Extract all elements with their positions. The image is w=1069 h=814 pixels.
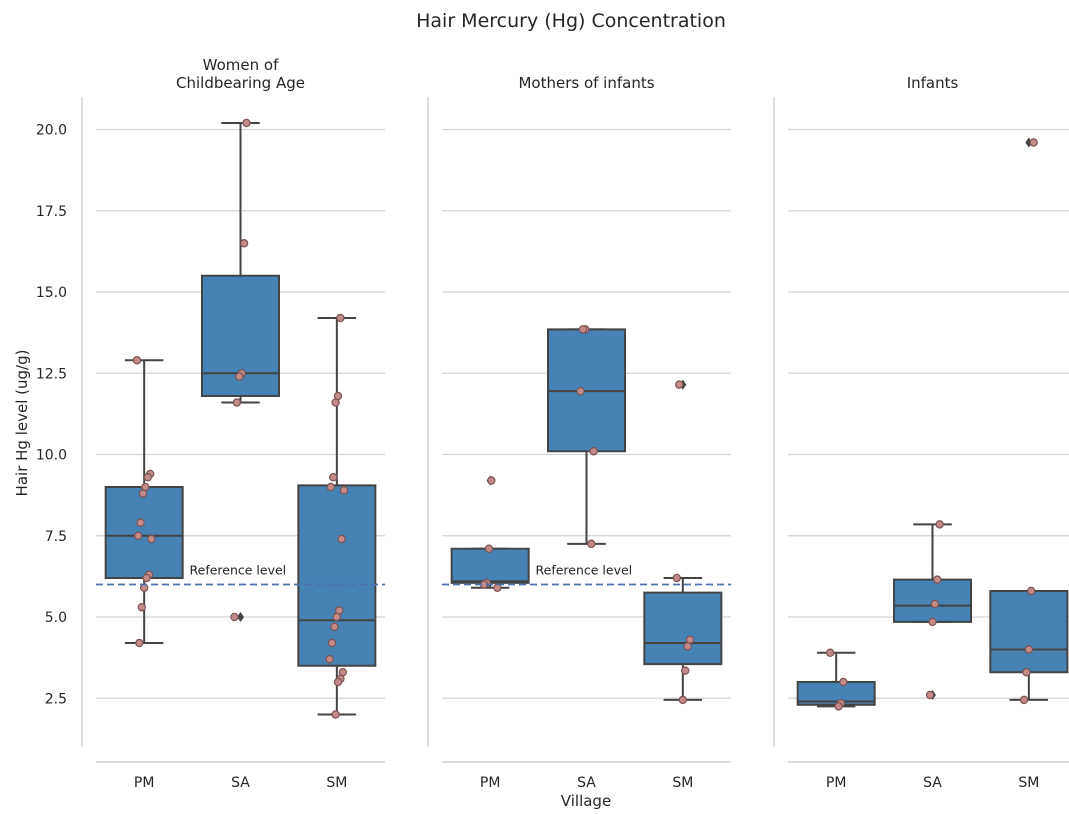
- box-sm: [989, 137, 1069, 705]
- reference-label: Reference level: [190, 563, 287, 578]
- box-sm: [297, 313, 377, 719]
- panels: 2.5 5.0 7.5 10.0 12.5 15.0 17.5 20.0 Women ofChi…: [36, 56, 1069, 791]
- panel-2: Mothers of infants PM SA SM Reference level: [427, 74, 731, 791]
- outlier-marker: [237, 612, 244, 622]
- box-sa: [201, 118, 280, 622]
- box-sm: [643, 379, 723, 705]
- data-point: [576, 386, 585, 396]
- data-point: [1024, 645, 1034, 654]
- panel-title: Infants: [907, 74, 959, 92]
- data-point: [672, 573, 682, 583]
- data-point: [143, 473, 152, 482]
- data-point: [142, 573, 151, 583]
- box-pm: [796, 648, 876, 711]
- figure-title: Hair Mercury (Hg) Concentration: [416, 10, 726, 32]
- data-point: [336, 313, 345, 323]
- box-pm: [104, 356, 184, 648]
- data-point: [1027, 586, 1036, 596]
- data-point: [1022, 668, 1031, 677]
- data-point: [675, 380, 684, 389]
- data-point: [935, 520, 944, 529]
- x-tick-label: SA: [577, 775, 596, 791]
- box-iqr: [989, 590, 1069, 674]
- data-point: [339, 486, 349, 495]
- panel-3: Infants PM SA SM: [773, 74, 1069, 791]
- x-tick-label: PM: [826, 775, 847, 791]
- x-tick-label: SM: [672, 775, 693, 791]
- data-point: [589, 447, 598, 456]
- data-point: [330, 622, 339, 631]
- data-point: [232, 398, 242, 407]
- data-point: [132, 356, 142, 365]
- data-point: [1029, 138, 1038, 147]
- x-tick-label: SM: [1018, 775, 1039, 791]
- box-pm: [450, 475, 530, 592]
- data-point: [683, 642, 692, 651]
- data-point: [325, 655, 334, 664]
- data-point: [930, 599, 940, 609]
- box-iqr: [297, 484, 377, 667]
- data-point: [331, 710, 340, 719]
- data-point: [337, 534, 346, 544]
- x-axis-label: Village: [561, 792, 611, 810]
- data-point: [239, 239, 249, 248]
- y-tick-label: 5.0: [45, 610, 67, 626]
- box-iqr: [643, 591, 723, 666]
- data-point: [138, 489, 148, 498]
- data-point: [933, 575, 942, 584]
- y-tick-label: 17.5: [36, 204, 67, 220]
- x-tick-label: PM: [480, 775, 501, 791]
- data-point: [326, 482, 336, 492]
- box-iqr: [104, 486, 184, 579]
- y-tick-label: 20.0: [36, 123, 67, 139]
- data-point: [329, 473, 338, 482]
- y-tick-label: 12.5: [36, 366, 67, 382]
- data-point: [137, 603, 146, 612]
- data-point: [825, 648, 835, 657]
- data-point: [678, 695, 688, 705]
- data-point: [133, 531, 143, 540]
- y-axis-label: Hair Hg level (ug/g): [13, 350, 31, 497]
- x-tick-label: SA: [231, 775, 250, 791]
- data-point: [147, 534, 156, 544]
- panel-title: Women of: [203, 56, 279, 74]
- panel-title: Mothers of infants: [518, 74, 654, 92]
- y-tick-label: 15.0: [36, 285, 67, 301]
- data-point: [235, 372, 244, 381]
- data-point: [332, 612, 342, 622]
- x-tick-label: SM: [326, 775, 347, 791]
- data-point: [587, 539, 596, 549]
- data-point: [1019, 695, 1029, 705]
- data-point: [333, 677, 343, 687]
- data-point: [487, 476, 496, 485]
- y-tick-label: 7.5: [45, 529, 67, 545]
- data-point: [681, 666, 690, 675]
- box-sa: [547, 325, 626, 549]
- reference-label: Reference level: [536, 563, 633, 578]
- data-point: [925, 690, 935, 700]
- data-point: [834, 702, 843, 711]
- data-point: [242, 118, 251, 128]
- data-point: [578, 325, 588, 334]
- data-point: [230, 612, 239, 622]
- data-point: [331, 398, 340, 407]
- box-sa: [893, 520, 972, 700]
- data-point: [839, 677, 848, 687]
- data-point: [135, 638, 144, 648]
- x-tick-label: SA: [923, 775, 942, 791]
- data-point: [327, 638, 337, 648]
- y-tick-label: 10.0: [36, 448, 67, 464]
- data-point: [136, 518, 145, 527]
- x-tick-label: PM: [134, 775, 155, 791]
- y-tick-label: 2.5: [45, 691, 67, 707]
- panel-title: Childbearing Age: [176, 74, 305, 92]
- data-point: [928, 617, 937, 627]
- box-iqr: [450, 547, 530, 584]
- data-point: [484, 544, 494, 553]
